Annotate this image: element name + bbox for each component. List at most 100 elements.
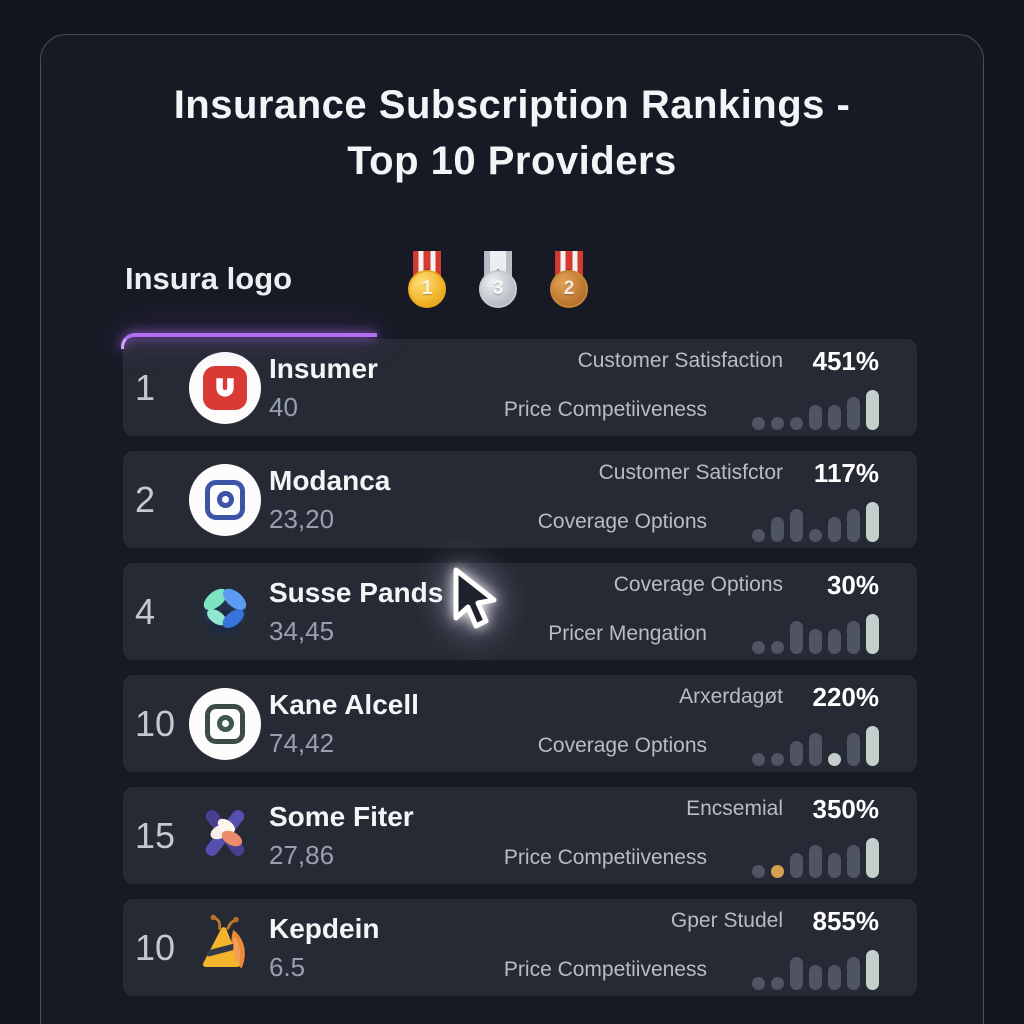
medals: 1 3 2 (404, 250, 592, 308)
metric2-line: Price Competiiveness (467, 949, 879, 990)
metric2-label: Price Competiiveness (503, 957, 707, 981)
bar-segment (828, 964, 841, 990)
insumer-logo-icon (189, 351, 261, 424)
provider-name: Kane Alcell (269, 688, 419, 720)
metric1-label: Customer Satisfctor (598, 461, 783, 484)
provider-score: 40 (269, 391, 298, 422)
bar-segment (790, 956, 803, 990)
metric1-label: Customer Satisfaction (577, 349, 783, 372)
metric2-bars (731, 389, 879, 430)
ranking-row[interactable]: 10 Kepdein 6.5 Gper Studel 855% Price Co… (123, 899, 917, 996)
metric2-label: Coverage Options (537, 733, 707, 757)
page-title-line2: Top 10 Providers (347, 139, 677, 183)
bar-segment (809, 628, 822, 654)
metric2-bars (731, 949, 879, 990)
metric2-bars (731, 501, 879, 542)
metric1-label: Encsemial (686, 797, 783, 820)
rankings-panel: Insurance Subscription Rankings - Top 10… (40, 34, 984, 1024)
provider-metrics: Customer Satisfctor 117% Coverage Option… (467, 458, 879, 542)
metric1-value: 30% (826, 569, 879, 600)
rank-number: 10 (135, 702, 176, 744)
provider-score: 6.5 (269, 951, 306, 982)
medal-rank-number: 1 (421, 277, 433, 299)
metric2-line: Pricer Mengation (467, 613, 879, 654)
metric2-label: Pricer Mengation (548, 621, 707, 645)
rankings-list: 1 Insumer 40 Customer Satisfaction 451% … (123, 339, 917, 996)
bar-segment (866, 837, 879, 878)
rank-number: 10 (135, 926, 176, 968)
bar-segment (866, 613, 879, 654)
provider-metrics: Coverage Options 30% Pricer Mengation (467, 570, 879, 654)
rank-number: 1 (135, 366, 156, 408)
metric2-line: Price Competiiveness (467, 389, 879, 430)
bar-segment (847, 956, 860, 990)
provider-logo (185, 576, 265, 647)
bar-segment (752, 528, 765, 542)
metric2-bars (731, 837, 879, 878)
provider-info: Insumer 40 (269, 353, 467, 423)
bar-segment (771, 416, 784, 430)
metric1-line: Customer Satisfctor 117% (467, 458, 879, 489)
bar-segment (790, 416, 803, 430)
bar-segment (866, 725, 879, 766)
bar-segment (752, 752, 765, 766)
bar-segment (771, 864, 784, 878)
metric1-line: Gper Studel 855% (467, 906, 879, 937)
metric1-line: Coverage Options 30% (467, 570, 879, 601)
provider-name: Insumer (269, 352, 378, 384)
ranking-row[interactable]: 15 Some Fiter 27,86 Encsemial 350% Price… (123, 787, 917, 884)
bar-segment (866, 501, 879, 542)
medal-rank-number: 2 (563, 277, 575, 299)
medal-disc: 2 (550, 269, 589, 308)
provider-info: Kane Alcell 74,42 (269, 689, 467, 759)
metric1-value: 117% (813, 457, 879, 488)
bar-segment (752, 976, 765, 990)
bar-segment (771, 976, 784, 990)
metric2-bars (731, 613, 879, 654)
bar-segment (828, 516, 841, 542)
provider-logo (185, 351, 265, 424)
susse-pands-logo-icon (192, 576, 258, 647)
ranking-row[interactable]: 2 Modanca 23,20 Customer Satisfctor 117%… (123, 451, 917, 548)
provider-logo (185, 463, 265, 536)
rank-number: 4 (135, 590, 156, 632)
modanca-logo-icon (189, 463, 261, 536)
kepdein-logo-icon (192, 912, 258, 983)
metric1-value: 855% (812, 905, 880, 936)
metric1-label: Coverage Options (613, 573, 783, 596)
kane-alcell-logo-icon (189, 687, 261, 760)
bar-segment (809, 404, 822, 430)
bar-segment (809, 844, 822, 878)
rank-number: 15 (135, 814, 176, 856)
bar-segment (790, 620, 803, 654)
metric1-line: Customer Satisfaction 451% (467, 346, 879, 377)
provider-metrics: Gper Studel 855% Price Competiiveness (467, 906, 879, 990)
ranking-row[interactable]: 10 Kane Alcell 74,42 Arxerdagøt 220% Cov… (123, 675, 917, 772)
provider-score: 74,42 (269, 727, 335, 758)
some-fiter-logo-icon (192, 800, 258, 871)
provider-metrics: Arxerdagøt 220% Coverage Options (467, 682, 879, 766)
silver-medal-icon: 3 (475, 250, 521, 308)
bar-segment (752, 640, 765, 654)
provider-info: Kepdein 6.5 (269, 913, 467, 983)
bar-segment (771, 640, 784, 654)
ranking-row[interactable]: 4 Susse Pands 34,45 Coverage Options 30%… (123, 563, 917, 660)
provider-logo (185, 800, 265, 871)
medal-disc: 1 (408, 269, 447, 308)
provider-logo (185, 687, 265, 760)
metric2-line: Coverage Options (467, 501, 879, 542)
medal-rank-number: 3 (492, 277, 504, 299)
bar-segment (847, 396, 860, 430)
rank-number: 2 (135, 478, 156, 520)
provider-metrics: Customer Satisfaction 451% Price Competi… (467, 346, 879, 430)
provider-logo (185, 912, 265, 983)
header-row: Insura logo 1 3 2 (125, 245, 983, 313)
ranking-row[interactable]: 1 Insumer 40 Customer Satisfaction 451% … (123, 339, 917, 436)
metric1-line: Arxerdagøt 220% (467, 682, 879, 713)
gold-medal-icon: 1 (404, 250, 450, 308)
medal-disc: 3 (479, 269, 518, 308)
metric2-line: Price Competiiveness (467, 837, 879, 878)
provider-score: 34,45 (269, 615, 335, 646)
bar-segment (828, 628, 841, 654)
bar-segment (771, 752, 784, 766)
